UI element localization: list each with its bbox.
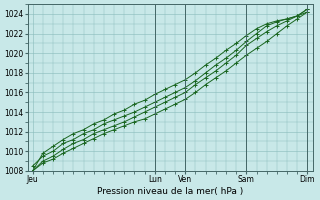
X-axis label: Pression niveau de la mer( hPa ): Pression niveau de la mer( hPa ) [97, 187, 243, 196]
